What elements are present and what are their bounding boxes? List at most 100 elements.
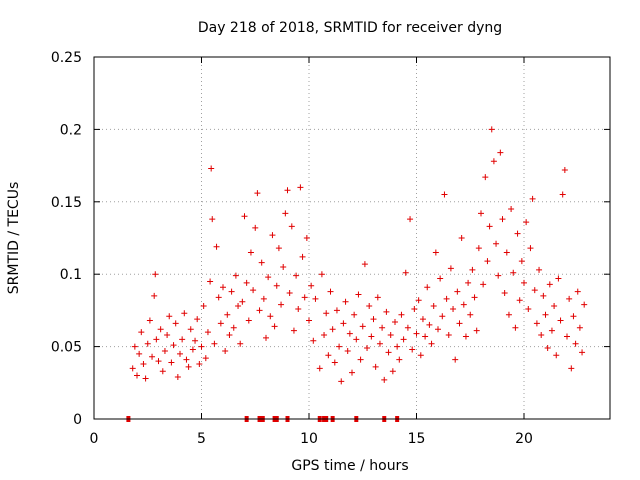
data-point bbox=[136, 350, 143, 357]
data-point bbox=[387, 332, 394, 339]
data-point bbox=[486, 223, 493, 230]
data-point bbox=[576, 324, 583, 331]
data-point bbox=[413, 330, 420, 337]
data-point bbox=[400, 336, 407, 343]
data-point bbox=[172, 320, 179, 327]
data-point bbox=[159, 368, 166, 375]
data-point bbox=[551, 303, 558, 310]
y-tick-label: 0.15 bbox=[51, 195, 82, 211]
data-point bbox=[447, 265, 454, 272]
data-point bbox=[323, 310, 330, 317]
data-point bbox=[211, 340, 218, 347]
data-point bbox=[428, 340, 435, 347]
data-point bbox=[381, 376, 388, 383]
data-point bbox=[404, 324, 411, 331]
data-point bbox=[518, 258, 525, 265]
data-point bbox=[512, 324, 519, 331]
data-point bbox=[536, 266, 543, 273]
data-point bbox=[321, 332, 328, 339]
data-point bbox=[422, 333, 429, 340]
data-point bbox=[568, 365, 575, 372]
data-point bbox=[295, 305, 302, 312]
data-point bbox=[465, 279, 472, 286]
data-point bbox=[271, 323, 278, 330]
data-point bbox=[411, 305, 418, 312]
data-point bbox=[540, 292, 547, 299]
data-point bbox=[379, 324, 386, 331]
data-point bbox=[146, 317, 153, 324]
data-point bbox=[480, 281, 487, 288]
data-point bbox=[260, 295, 267, 302]
x-tick-label: 10 bbox=[300, 431, 318, 447]
data-point bbox=[247, 249, 254, 256]
data-point bbox=[370, 316, 377, 323]
data-point bbox=[514, 230, 521, 237]
data-point bbox=[327, 288, 334, 295]
data-point bbox=[460, 301, 467, 308]
data-point bbox=[297, 184, 304, 191]
data-point bbox=[273, 282, 280, 289]
data-point bbox=[351, 311, 358, 318]
data-point bbox=[374, 294, 381, 301]
data-point bbox=[228, 288, 235, 295]
data-point bbox=[308, 282, 315, 289]
data-point bbox=[217, 320, 224, 327]
data-point bbox=[202, 355, 209, 362]
data-point bbox=[389, 368, 396, 375]
x-tick-label: 0 bbox=[90, 431, 99, 447]
data-point bbox=[183, 356, 190, 363]
data-point bbox=[237, 340, 244, 347]
data-point bbox=[235, 303, 242, 310]
data-point bbox=[417, 352, 424, 359]
data-point bbox=[144, 340, 151, 347]
data-point bbox=[510, 269, 517, 276]
data-point bbox=[435, 326, 441, 333]
data-point bbox=[454, 288, 461, 295]
data-point bbox=[493, 240, 500, 247]
data-point bbox=[224, 311, 231, 318]
data-point bbox=[170, 342, 177, 349]
y-tick-label: 0.05 bbox=[51, 340, 82, 356]
data-point bbox=[325, 352, 332, 359]
data-point bbox=[484, 258, 491, 265]
data-point bbox=[471, 294, 478, 301]
data-point bbox=[570, 313, 577, 320]
data-point bbox=[239, 298, 246, 305]
data-point bbox=[129, 365, 136, 372]
data-point bbox=[241, 213, 248, 220]
data-point bbox=[546, 281, 553, 288]
data-point bbox=[243, 279, 250, 286]
data-point bbox=[164, 332, 171, 339]
data-point bbox=[564, 333, 570, 340]
axis-ticks bbox=[93, 56, 610, 420]
data-point bbox=[185, 363, 192, 370]
data-point bbox=[503, 249, 510, 256]
data-point bbox=[366, 303, 373, 310]
data-point bbox=[456, 320, 463, 327]
data-point bbox=[355, 291, 362, 298]
x-tick-label: 15 bbox=[408, 431, 426, 447]
y-tick-label: 0.2 bbox=[60, 122, 82, 138]
data-point bbox=[368, 333, 375, 340]
data-point bbox=[155, 358, 162, 365]
data-point bbox=[256, 307, 263, 314]
data-point bbox=[318, 271, 325, 278]
data-point bbox=[265, 274, 272, 281]
data-point bbox=[439, 313, 446, 320]
data-point bbox=[207, 278, 214, 285]
data-point bbox=[310, 337, 317, 344]
data-point bbox=[196, 360, 203, 367]
data-point bbox=[149, 353, 156, 360]
data-point bbox=[286, 290, 293, 297]
data-point bbox=[488, 126, 495, 133]
data-point bbox=[364, 345, 371, 352]
data-point bbox=[572, 340, 579, 347]
data-point bbox=[555, 275, 562, 282]
y-tick-label: 0.25 bbox=[51, 50, 82, 66]
data-point bbox=[424, 284, 431, 291]
data-point bbox=[275, 245, 282, 252]
data-point bbox=[359, 323, 366, 330]
data-point bbox=[204, 329, 211, 336]
data-point bbox=[153, 336, 160, 343]
